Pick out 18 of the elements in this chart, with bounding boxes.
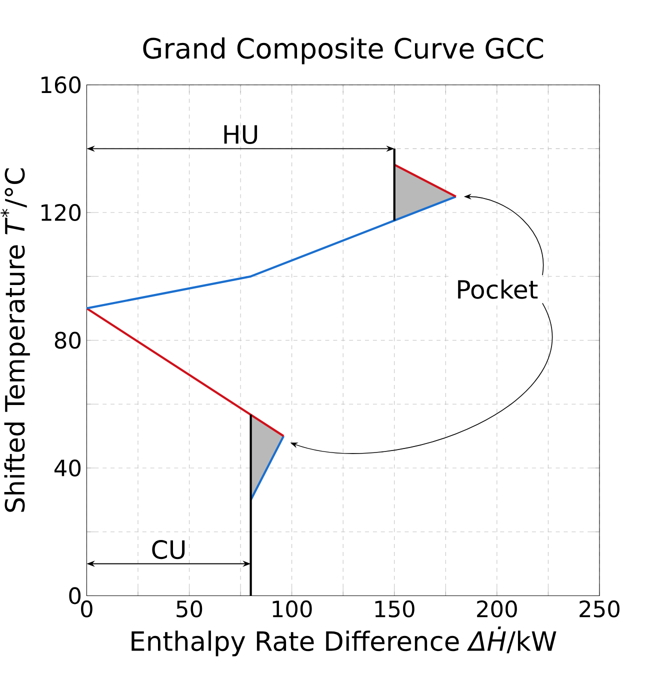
y-axis-title: Shifted Temperature T$^{*}$/°C bbox=[0, 168, 30, 512]
y-tick-label: 40 bbox=[54, 459, 81, 476]
x-axis-title: Enthalpy Rate Difference ΔḢ/kW bbox=[132, 626, 556, 656]
x-tick-label: 250 bbox=[580, 600, 620, 618]
x-tick-label: 150 bbox=[375, 600, 414, 618]
line-series bbox=[86, 196, 458, 310]
chart-title: Grand Composite Curve GCC bbox=[143, 37, 544, 64]
annotation: HU bbox=[224, 125, 258, 144]
y-tick-label: 80 bbox=[55, 332, 81, 349]
x-tick-label: 100 bbox=[272, 600, 312, 618]
y-tick-label: 120 bbox=[42, 204, 81, 222]
x-tick-label: 200 bbox=[477, 600, 518, 618]
x-tick-label: 0 bbox=[81, 600, 92, 618]
annotation: CU bbox=[152, 540, 185, 560]
y-tick-label: 160 bbox=[42, 76, 81, 94]
x-tick-label: 50 bbox=[176, 600, 202, 618]
y-tick-label: 0 bbox=[69, 587, 81, 604]
annotation: Pocket bbox=[458, 279, 538, 299]
